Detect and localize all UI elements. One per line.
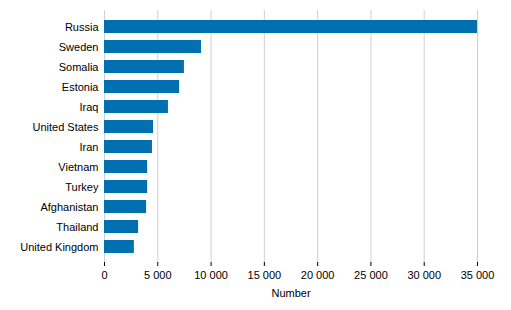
svg-text:Russia: Russia (65, 21, 100, 33)
svg-text:Thailand: Thailand (56, 221, 98, 233)
svg-text:25 000: 25 000 (354, 269, 388, 281)
svg-text:Somalia: Somalia (59, 61, 100, 73)
svg-text:35 000: 35 000 (461, 269, 495, 281)
svg-text:Number: Number (271, 287, 310, 299)
svg-text:Afghanistan: Afghanistan (40, 201, 98, 213)
svg-text:0: 0 (101, 269, 107, 281)
svg-text:Sweden: Sweden (59, 41, 99, 53)
svg-text:5 000: 5 000 (144, 269, 172, 281)
svg-text:Vietnam: Vietnam (58, 161, 98, 173)
svg-text:30 000: 30 000 (407, 269, 441, 281)
svg-text:15 000: 15 000 (248, 269, 282, 281)
svg-text:Iran: Iran (80, 141, 99, 153)
svg-text:10 000: 10 000 (194, 269, 228, 281)
svg-text:Estonia: Estonia (62, 81, 100, 93)
svg-text:Turkey: Turkey (65, 181, 99, 193)
svg-text:20 000: 20 000 (301, 269, 335, 281)
svg-text:United States: United States (32, 121, 99, 133)
svg-text:Iraq: Iraq (80, 101, 99, 113)
svg-text:United Kingdom: United Kingdom (20, 241, 98, 253)
